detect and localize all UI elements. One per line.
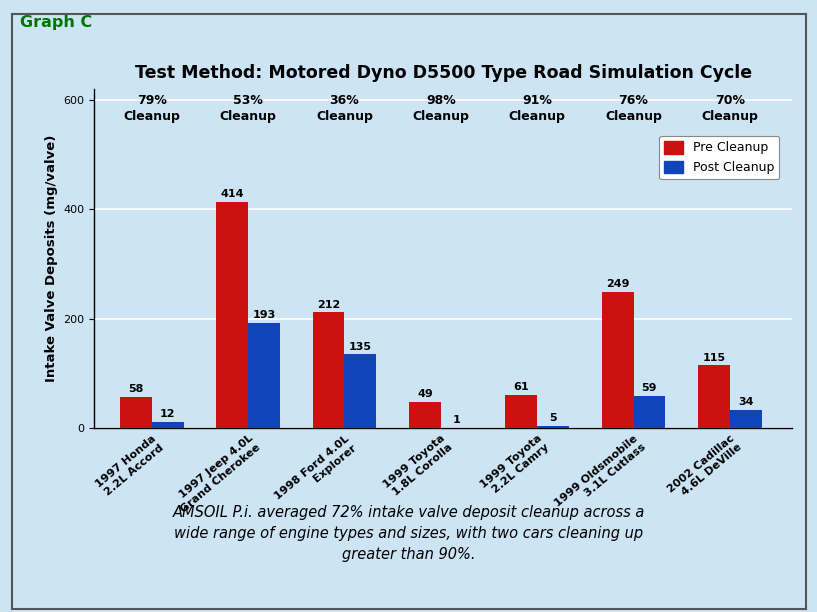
- Text: Graph C: Graph C: [20, 15, 92, 31]
- Text: 34: 34: [738, 397, 753, 407]
- Bar: [409, 401, 441, 428]
- Text: 91%
Cleanup: 91% Cleanup: [509, 94, 565, 123]
- Text: 1: 1: [453, 415, 461, 425]
- Text: 212: 212: [317, 299, 340, 310]
- Text: 98%
Cleanup: 98% Cleanup: [413, 94, 469, 123]
- Text: 135: 135: [349, 341, 372, 352]
- Text: 193: 193: [252, 310, 275, 320]
- Text: 53%
Cleanup: 53% Cleanup: [220, 94, 276, 123]
- Text: 414: 414: [221, 189, 244, 199]
- Bar: [730, 410, 761, 428]
- Bar: [120, 397, 152, 428]
- Text: 36%
Cleanup: 36% Cleanup: [316, 94, 373, 123]
- Text: AMSOIL P.i. averaged 72% intake valve deposit cleanup across a
wide range of eng: AMSOIL P.i. averaged 72% intake valve de…: [172, 505, 645, 562]
- Text: 61: 61: [513, 382, 529, 392]
- Bar: [313, 312, 345, 428]
- Text: 76%
Cleanup: 76% Cleanup: [605, 94, 662, 123]
- Text: 5: 5: [549, 413, 557, 423]
- Legend: Pre Cleanup, Post Cleanup: Pre Cleanup, Post Cleanup: [659, 136, 779, 179]
- Text: 58: 58: [128, 384, 144, 394]
- Bar: [248, 323, 280, 428]
- Title: Test Method: Motored Dyno D5500 Type Road Simulation Cycle: Test Method: Motored Dyno D5500 Type Roa…: [135, 64, 752, 81]
- Text: 115: 115: [703, 353, 725, 363]
- Bar: [601, 292, 633, 428]
- Text: 12: 12: [160, 409, 176, 419]
- Text: 59: 59: [641, 383, 657, 394]
- Bar: [345, 354, 377, 428]
- Text: 249: 249: [606, 279, 629, 289]
- Bar: [537, 426, 569, 428]
- Bar: [152, 422, 184, 428]
- Text: 79%
Cleanup: 79% Cleanup: [123, 94, 181, 123]
- Y-axis label: Intake Valve Deposits (mg/valve): Intake Valve Deposits (mg/valve): [45, 135, 57, 382]
- Bar: [698, 365, 730, 428]
- Bar: [506, 395, 537, 428]
- Text: 70%
Cleanup: 70% Cleanup: [702, 94, 758, 123]
- Bar: [633, 396, 665, 428]
- Text: 49: 49: [417, 389, 433, 399]
- Bar: [217, 201, 248, 428]
